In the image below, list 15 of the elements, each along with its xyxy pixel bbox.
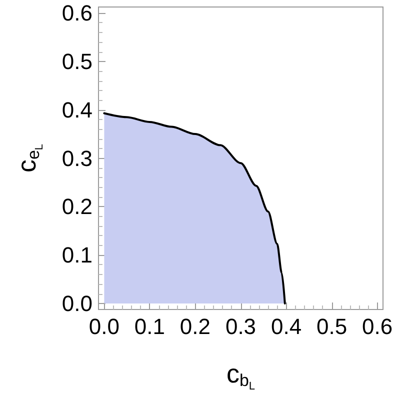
y-tick-label: 0.4: [62, 97, 92, 122]
x-tick-label: 0.0: [88, 314, 120, 339]
x-tick-label: 0.2: [180, 314, 211, 339]
y-axis-title: ceL: [12, 144, 46, 173]
x-tick-label: 0.3: [225, 314, 256, 339]
x-tick-label: 0.1: [134, 314, 166, 339]
y-tick-label: 0.2: [62, 194, 92, 220]
y-tick-label: 0.3: [62, 146, 92, 171]
y-tick-label: 0.6: [62, 0, 92, 26]
x-tick-label: 0.5: [316, 314, 348, 339]
x-tick-label: 0.4: [270, 314, 302, 339]
x-tick-label: 0.6: [362, 314, 393, 339]
y-tick-label: 0.1: [62, 242, 92, 268]
y-tick-label: 0.5: [62, 48, 92, 74]
y-tick-label: 0.0: [62, 290, 92, 316]
